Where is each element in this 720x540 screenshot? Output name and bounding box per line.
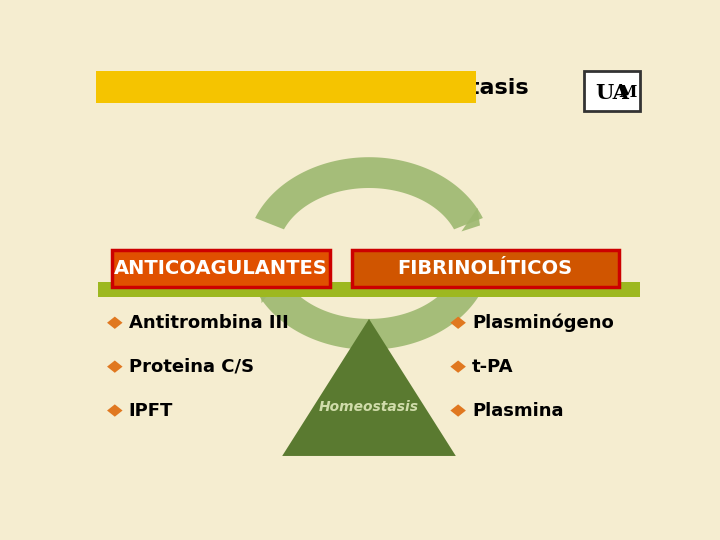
Bar [96,71,476,103]
Text: ANTICOAGULANTES: ANTICOAGULANTES [114,259,328,278]
Polygon shape [462,208,480,232]
Polygon shape [255,278,483,350]
Polygon shape [451,404,466,417]
Polygon shape [107,361,122,373]
Bar [352,249,618,287]
Polygon shape [282,319,456,456]
Text: t-PA: t-PA [472,357,513,376]
Text: Mantenimiento de la Homeostasis: Mantenimiento de la Homeostasis [101,78,528,98]
Text: Antitrombina III: Antitrombina III [129,314,289,332]
Text: Plasminógeno: Plasminógeno [472,314,614,332]
Bar [585,71,640,111]
Text: Plasmina: Plasmina [472,402,564,420]
Polygon shape [107,316,122,329]
Text: IPFT: IPFT [129,402,173,420]
Polygon shape [451,316,466,329]
Polygon shape [451,361,466,373]
Bar [112,249,330,287]
Polygon shape [261,280,279,303]
Bar [98,282,640,298]
Text: M: M [618,84,636,101]
Text: Proteina C/S: Proteina C/S [129,357,254,376]
Text: FIBRINOLÍTICOS: FIBRINOLÍTICOS [397,259,573,278]
Text: UA: UA [595,83,629,103]
Text: Homeostasis: Homeostasis [319,401,419,415]
Polygon shape [255,157,483,230]
Polygon shape [107,404,122,417]
